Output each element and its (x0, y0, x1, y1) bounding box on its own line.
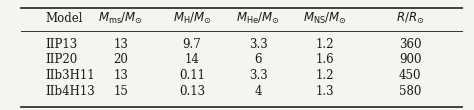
Text: IIP20: IIP20 (45, 53, 77, 66)
Text: 4: 4 (255, 85, 262, 98)
Text: 1.2: 1.2 (315, 38, 334, 51)
Text: $R/R_{\odot}$: $R/R_{\odot}$ (396, 11, 424, 26)
Text: 3.3: 3.3 (249, 69, 268, 82)
Text: 1.2: 1.2 (315, 69, 334, 82)
Text: $M_{\mathrm{ms}}/M_{\odot}$: $M_{\mathrm{ms}}/M_{\odot}$ (99, 11, 143, 26)
Text: Model: Model (45, 12, 82, 25)
Text: 6: 6 (255, 53, 262, 66)
Text: 360: 360 (399, 38, 421, 51)
Text: 13: 13 (113, 38, 128, 51)
Text: 0.13: 0.13 (179, 85, 205, 98)
Text: 900: 900 (399, 53, 421, 66)
Text: 580: 580 (399, 85, 421, 98)
Text: 0.11: 0.11 (179, 69, 205, 82)
Text: 450: 450 (399, 69, 421, 82)
Text: $M_{\mathrm{H}}/M_{\odot}$: $M_{\mathrm{H}}/M_{\odot}$ (173, 11, 211, 26)
Text: $M_{\mathrm{NS}}/M_{\odot}$: $M_{\mathrm{NS}}/M_{\odot}$ (302, 11, 347, 26)
Text: 3.3: 3.3 (249, 38, 268, 51)
Text: 9.7: 9.7 (182, 38, 201, 51)
Text: 13: 13 (113, 69, 128, 82)
Text: 1.3: 1.3 (315, 85, 334, 98)
Text: 1.6: 1.6 (315, 53, 334, 66)
Text: 15: 15 (113, 85, 128, 98)
Text: IIb4H13: IIb4H13 (45, 85, 95, 98)
Text: IIb3H11: IIb3H11 (45, 69, 95, 82)
Text: 14: 14 (184, 53, 200, 66)
Text: $M_{\mathrm{He}}/M_{\odot}$: $M_{\mathrm{He}}/M_{\odot}$ (237, 11, 280, 26)
Text: IIP13: IIP13 (45, 38, 77, 51)
Text: 20: 20 (113, 53, 128, 66)
